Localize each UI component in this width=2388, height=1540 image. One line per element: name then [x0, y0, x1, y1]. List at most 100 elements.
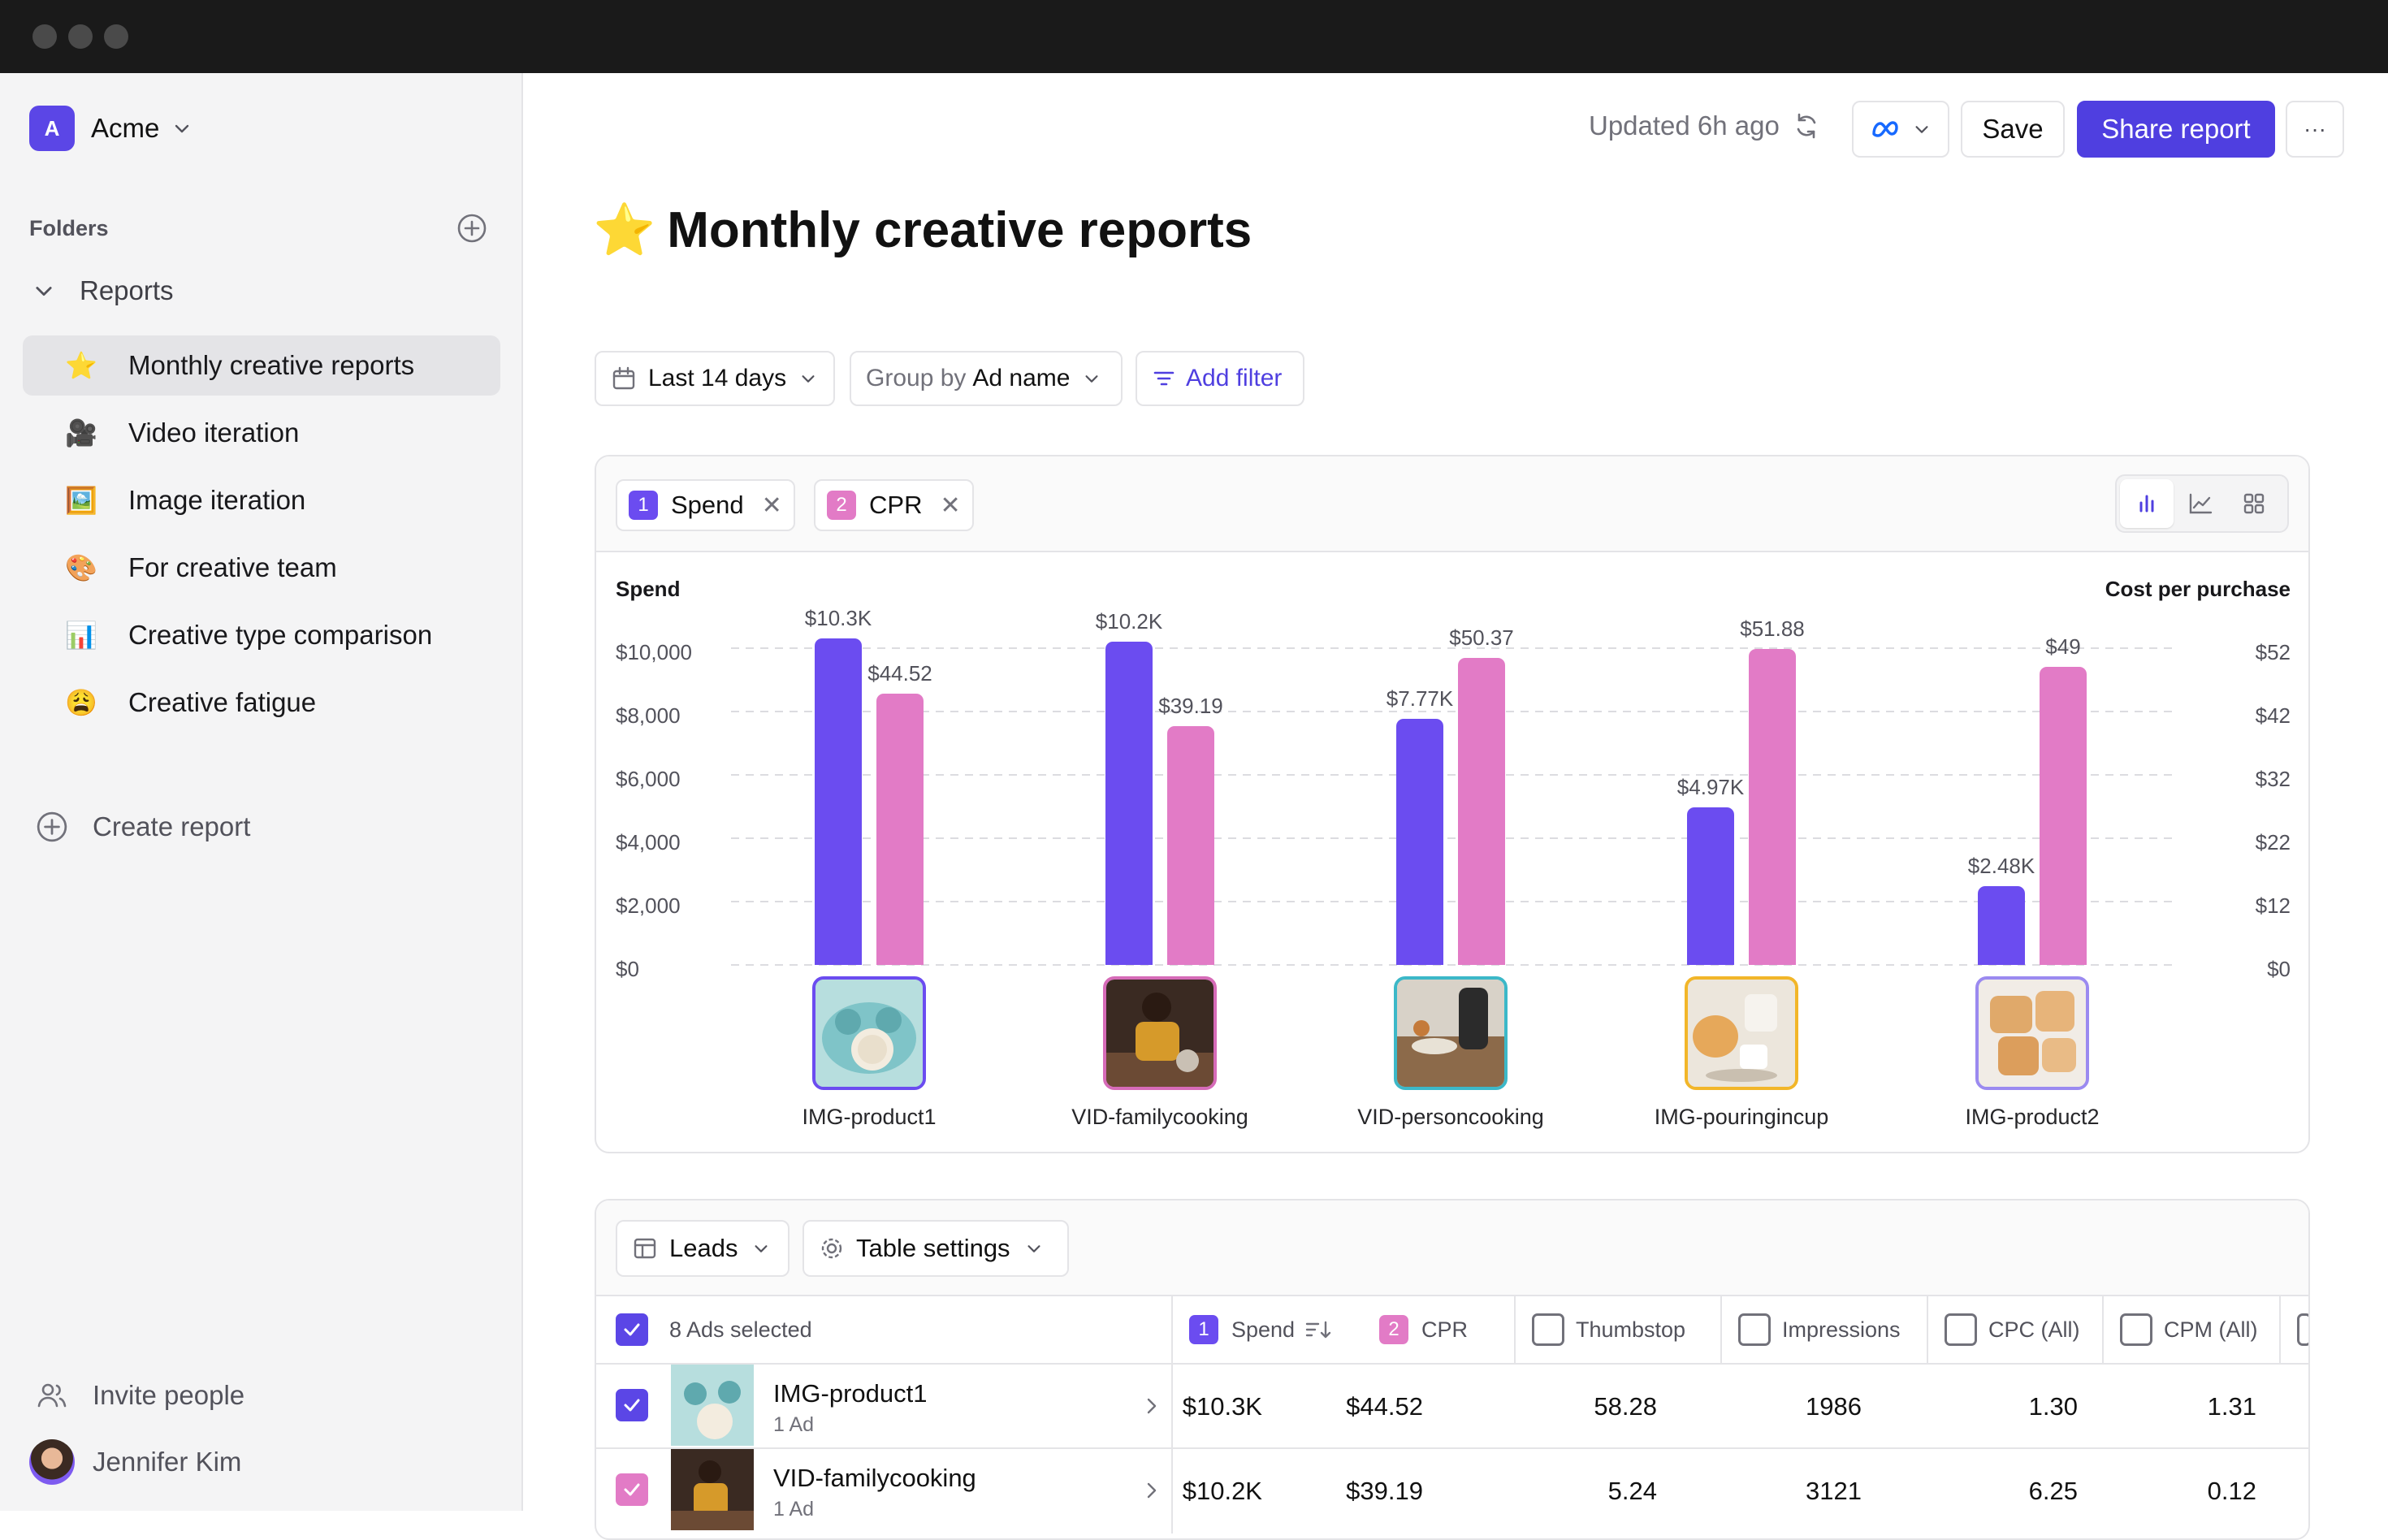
metric-chip-cpr[interactable]: 2 CPR ✕ — [814, 479, 974, 531]
sidebar-item-label: Video iteration — [128, 417, 300, 448]
column-header-next[interactable] — [2279, 1296, 2308, 1363]
table-row[interactable]: IMG-product1 1 Ad $10.3K $44.52 58.28 19… — [596, 1363, 2308, 1449]
bar-cpr[interactable] — [2040, 666, 2087, 965]
sidebar-item-creative-fatigue[interactable]: 😩 Creative fatigue — [23, 673, 500, 733]
column-checkbox[interactable] — [2297, 1313, 2308, 1346]
refresh-icon[interactable] — [1791, 110, 1822, 141]
column-header-cpm[interactable]: CPM (All) — [2102, 1296, 2279, 1363]
ad-name: VID-familycooking — [773, 1464, 976, 1492]
bar-spend[interactable] — [1396, 718, 1443, 965]
column-header-spend[interactable]: 1 Spend — [1171, 1296, 1355, 1363]
column-header-cpr[interactable]: 2 CPR — [1355, 1296, 1514, 1363]
group-by-prefix: Group by — [866, 365, 967, 391]
close-window-button[interactable] — [32, 24, 57, 49]
person-cooking-image — [1397, 980, 1504, 1087]
table-row[interactable]: VID-familycooking 1 Ad $10.2K $39.19 5.2… — [596, 1447, 2308, 1534]
y-axis-right-title: Cost per purchase — [2105, 577, 2291, 601]
create-report-button[interactable]: Create report — [36, 804, 250, 850]
share-report-button[interactable]: Share report — [2077, 101, 2275, 158]
column-header-impressions[interactable]: Impressions — [1720, 1296, 1927, 1363]
bar-spend[interactable] — [1687, 807, 1734, 965]
chevron-right-icon[interactable] — [1142, 1395, 1162, 1417]
row-checkbox[interactable] — [616, 1389, 648, 1421]
more-options-button[interactable]: ··· — [2286, 101, 2344, 158]
date-range-filter[interactable]: Last 14 days — [595, 351, 835, 406]
bar-spend[interactable] — [815, 638, 862, 965]
creative-thumbnail[interactable] — [812, 976, 926, 1090]
invite-label: Invite people — [93, 1380, 245, 1410]
line-chart-view-button[interactable] — [2174, 479, 2227, 528]
add-folder-icon[interactable] — [456, 213, 487, 244]
platform-selector[interactable] — [1852, 101, 1949, 158]
bar-spend[interactable] — [1105, 642, 1153, 965]
grid-view-button[interactable] — [2227, 479, 2281, 528]
bar-cpr[interactable] — [1167, 726, 1214, 965]
column-header-thumbstop[interactable]: Thumbstop — [1514, 1296, 1720, 1363]
folder-reports[interactable]: Reports — [32, 268, 174, 314]
cell-cpr: $44.52 — [1346, 1392, 1423, 1421]
users-icon — [37, 1383, 67, 1408]
workspace-avatar: A — [29, 106, 75, 151]
chart-card: 1 Spend ✕ 2 CPR ✕ Spend Cost per purchas… — [595, 455, 2310, 1153]
star-icon: ⭐ — [593, 201, 656, 258]
folders-label: Folders — [29, 216, 109, 240]
invite-people-button[interactable]: Invite people — [36, 1373, 244, 1418]
chevron-down-icon — [175, 124, 189, 133]
creative-thumbnail[interactable] — [1103, 976, 1217, 1090]
sort-descending-icon[interactable] — [1304, 1317, 1332, 1342]
bar-cpr[interactable] — [876, 694, 924, 965]
sidebar-item-monthly-creative-reports[interactable]: ⭐ Monthly creative reports — [23, 335, 500, 396]
close-icon[interactable]: ✕ — [761, 491, 782, 519]
data-label: $7.77K — [1386, 686, 1454, 711]
add-filter-button[interactable]: Add filter — [1136, 351, 1304, 406]
column-checkbox[interactable] — [1532, 1313, 1564, 1346]
workspace-switcher[interactable]: A Acme — [29, 106, 192, 151]
workspace-name: Acme — [91, 113, 160, 143]
chevron-right-icon[interactable] — [1142, 1480, 1162, 1501]
select-all-checkbox[interactable] — [616, 1313, 648, 1346]
table-settings-label: Table settings — [856, 1234, 1010, 1262]
y-tick-right: $32 — [2255, 767, 2291, 791]
column-header-cpc[interactable]: CPC (All) — [1927, 1296, 2102, 1363]
column-checkbox[interactable] — [2120, 1313, 2152, 1346]
column-checkbox[interactable] — [1945, 1313, 1977, 1346]
bar-spend[interactable] — [1978, 886, 2025, 965]
sidebar-item-video-iteration[interactable]: 🎥 Video iteration — [23, 403, 500, 463]
ad-count: 1 Ad — [773, 1498, 815, 1521]
cell-spend: $10.2K — [1182, 1477, 1262, 1505]
grid-icon — [2243, 493, 2265, 514]
column-checkbox[interactable] — [1738, 1313, 1771, 1346]
sidebar-item-image-iteration[interactable]: 🖼️ Image iteration — [23, 470, 500, 530]
bar-cpr[interactable] — [1458, 658, 1505, 965]
creative-thumbnail[interactable] — [1394, 976, 1508, 1090]
zoom-window-button[interactable] — [104, 24, 128, 49]
data-label: $10.2K — [1095, 609, 1163, 634]
bar-chart-view-button[interactable] — [2120, 479, 2174, 528]
bar-cpr[interactable] — [1749, 648, 1796, 965]
user-profile[interactable]: Jennifer Kim — [29, 1438, 241, 1486]
minimize-window-button[interactable] — [68, 24, 93, 49]
close-icon[interactable]: ✕ — [940, 491, 961, 519]
creative-thumbnail[interactable] — [1685, 976, 1798, 1090]
metric-chip-spend[interactable]: 1 Spend ✕ — [616, 479, 795, 531]
chevron-down-icon — [36, 287, 52, 296]
toast-product-image — [1979, 980, 2086, 1087]
metric-number: 2 — [827, 491, 856, 520]
table-settings-button[interactable]: Table settings — [802, 1220, 1069, 1277]
save-button[interactable]: Save — [1961, 101, 2065, 158]
column-label: CPM (All) — [2164, 1317, 2258, 1342]
cell-cpr: $39.19 — [1346, 1477, 1423, 1505]
muffin-tray-image — [815, 980, 923, 1087]
data-label: $4.97K — [1676, 775, 1745, 800]
row-checkbox[interactable] — [616, 1473, 648, 1506]
creative-thumbnail[interactable] — [1975, 976, 2089, 1090]
group-by-filter[interactable]: Group by Ad name — [850, 351, 1123, 406]
table-card: Leads Table settings 8 Ads selected 1 Sp… — [595, 1199, 2310, 1540]
cell-cpm: 0.12 — [2207, 1477, 2256, 1505]
sidebar-item-for-creative-team[interactable]: 🎨 For creative team — [23, 538, 500, 598]
sidebar-item-label: Creative fatigue — [128, 687, 317, 717]
updated-text: Updated 6h ago — [1589, 110, 1780, 141]
x-tick-label: IMG-pouringincup — [1654, 1105, 1829, 1129]
sidebar-item-creative-type-comparison[interactable]: 📊 Creative type comparison — [23, 605, 500, 665]
leads-view-selector[interactable]: Leads — [616, 1220, 790, 1277]
